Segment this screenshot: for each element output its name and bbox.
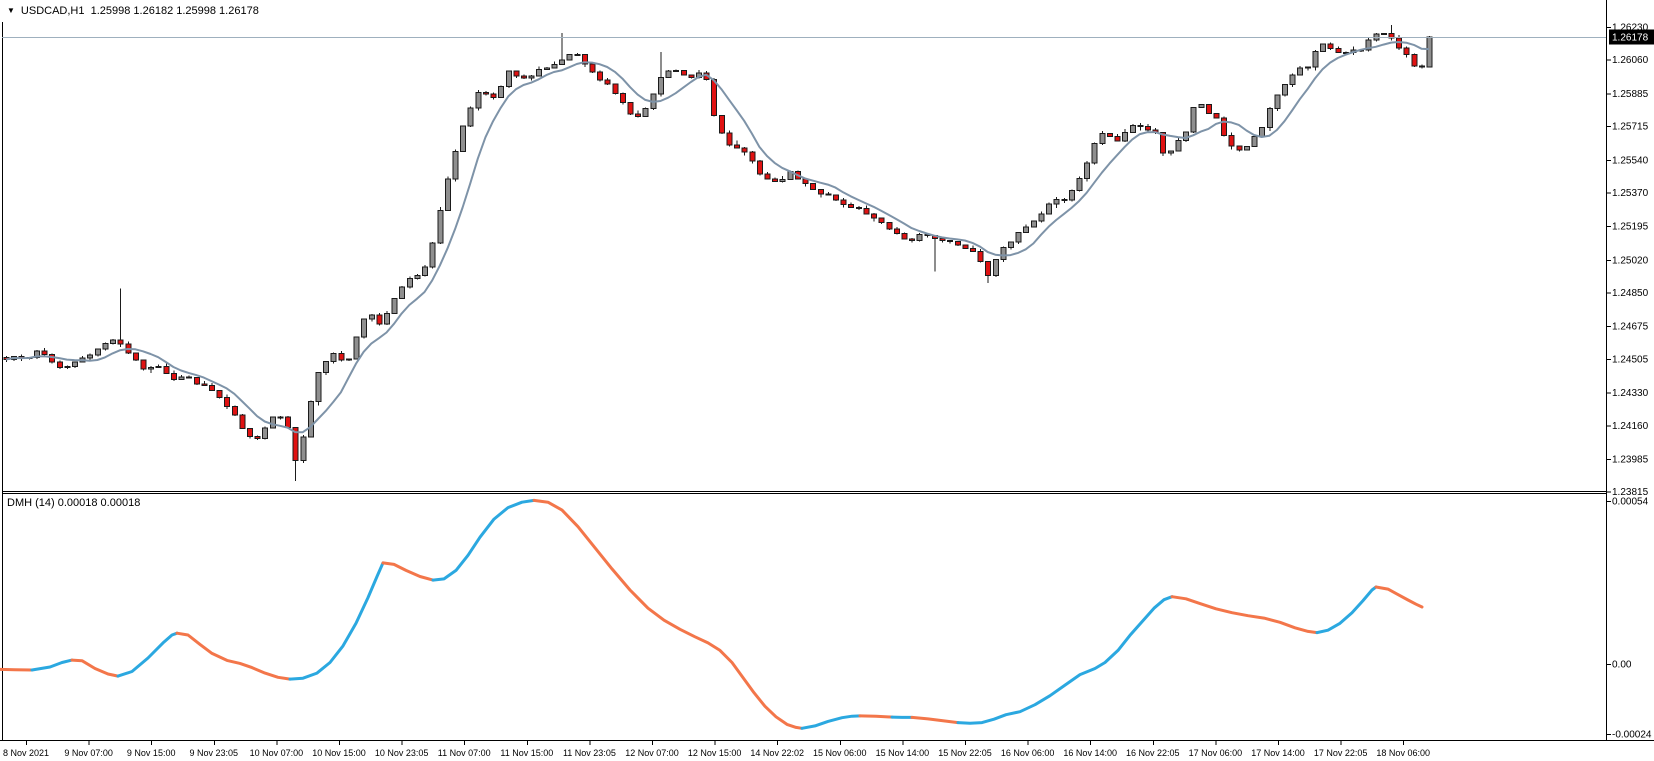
panel-borders [0,0,1654,741]
time-axis-label: 16 Nov 14:00 [1063,748,1117,758]
price-axis-label: 1.24675 [1612,322,1649,333]
price-axis-label: 1.26230 [1612,23,1649,34]
price-axis-label: 1.25540 [1612,155,1649,166]
price-axis-label: 1.25195 [1612,222,1649,233]
time-axis-label: 17 Nov 22:05 [1314,748,1368,758]
time-axis-label: 16 Nov 06:00 [1001,748,1055,758]
candles [3,25,1433,482]
price-axis-label: 1.24505 [1612,354,1649,365]
price-axis-label: 1.25020 [1612,255,1649,266]
time-axis-label: 12 Nov 15:00 [688,748,742,758]
indicator-axis-label: 0.00 [1612,660,1632,671]
time-axis-label: 16 Nov 22:05 [1126,748,1180,758]
price-axis[interactable]: 1.26230 1.26060 1.25885 1.25715 1.25540 1.253… [1606,23,1649,499]
price-axis-label: 1.23815 [1612,487,1649,498]
indicator-axis-label: 0.00054 [1612,497,1649,508]
time-axis-label: 15 Nov 22:05 [938,748,992,758]
time-axis-label: 10 Nov 23:05 [375,748,429,758]
time-axis-label: 10 Nov 15:00 [312,748,366,758]
current-price-badge: 1.26178 [1609,29,1654,45]
time-axis-label: 17 Nov 06:00 [1189,748,1243,758]
chart-title-text: USDCAD,H1 1.25998 1.26182 1.25998 1.2617… [20,5,259,17]
time-axis-label: 9 Nov 07:00 [64,748,113,758]
price-axis-label: 1.25885 [1612,89,1649,100]
price-axis-label: 1.24850 [1612,288,1649,299]
indicator-axis[interactable]: 0.00054 0.00 -0.00024 [1606,497,1652,741]
time-axis-label: 11 Nov 15:00 [500,748,553,758]
price-axis-label: 1.23985 [1612,455,1649,466]
price-axis-label: 1.26060 [1612,55,1649,66]
indicator-label: DMH (14) 0.00018 0.00018 [7,497,141,509]
price-axis-label: 1.25370 [1612,188,1649,199]
symbol-dropdown-icon[interactable]: ▼ [7,6,15,15]
time-axis-label: 8 Nov 2021 [3,748,49,758]
time-axis-label: 15 Nov 14:00 [876,748,930,758]
time-axis-label: 9 Nov 23:05 [190,748,239,758]
indicator-axis-label: -0.00024 [1612,730,1652,741]
time-axis-label: 11 Nov 23:05 [563,748,616,758]
price-axis-label: 1.24160 [1612,421,1649,432]
current-price-value: 1.26178 [1612,33,1649,44]
price-axis-label: 1.24330 [1612,388,1649,399]
price-axis-label: 1.25715 [1612,122,1649,133]
time-axis-label: 15 Nov 06:00 [813,748,867,758]
time-axis-label: 12 Nov 07:00 [625,748,679,758]
moving-average-line [5,41,1430,434]
chart-title: ▼ USDCAD,H1 1.25998 1.26182 1.25998 1.26… [7,5,259,17]
time-axis-label: 9 Nov 15:00 [127,748,176,758]
time-axis[interactable]: 8 Nov 2021 9 Nov 07:00 9 Nov 15:00 9 Nov 23… [3,740,1430,758]
time-axis-label: 14 Nov 22:02 [750,748,804,758]
time-axis-label: 18 Nov 06:00 [1376,748,1430,758]
time-axis-label: 10 Nov 07:00 [250,748,304,758]
indicator-line-dmh [0,498,1424,730]
time-axis-label: 11 Nov 07:00 [438,748,491,758]
time-axis-label: 17 Nov 14:00 [1251,748,1305,758]
